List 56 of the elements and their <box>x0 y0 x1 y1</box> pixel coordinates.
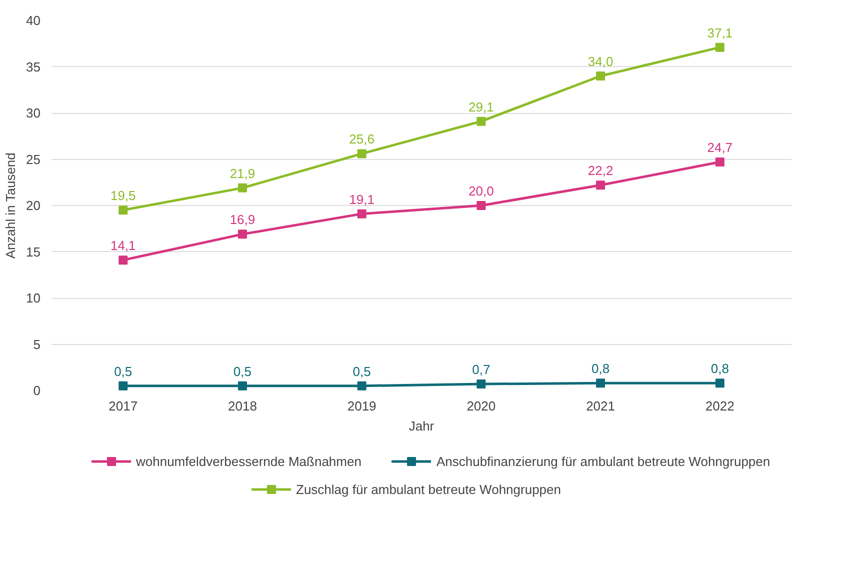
x-tick-label: 2022 <box>705 398 734 414</box>
data-label: 0,8 <box>591 361 610 376</box>
legend-label: wohnumfeldverbessernde Maßnahmen <box>136 454 362 468</box>
point <box>476 116 486 126</box>
data-label: 29,1 <box>468 99 494 114</box>
y-tick-label: 20 <box>26 198 41 213</box>
data-label: 16,9 <box>230 212 256 228</box>
point <box>596 378 606 388</box>
y-tick-label: 0 <box>33 383 41 398</box>
point <box>715 42 724 52</box>
y-tick-label: 5 <box>33 336 41 352</box>
point <box>357 209 366 218</box>
data-label: 14,1 <box>110 238 136 254</box>
y-tick-label: 40 <box>26 13 41 28</box>
data-label: 0,5 <box>352 364 371 379</box>
point <box>715 378 724 388</box>
x-tick-label: 2021 <box>586 398 615 414</box>
y-tick-label: 35 <box>26 59 41 74</box>
x-tick-label: 2017 <box>108 398 138 414</box>
data-label: 37,1 <box>707 25 733 40</box>
point <box>357 149 366 158</box>
point <box>476 380 486 389</box>
y-tick-label: 25 <box>26 152 41 167</box>
point <box>476 201 486 210</box>
point <box>238 230 247 239</box>
point <box>238 381 247 390</box>
y-tick-label: 15 <box>26 244 41 260</box>
y-axis-title: Anzahl in Tausend <box>3 152 18 259</box>
point <box>715 158 724 167</box>
point <box>357 381 366 390</box>
y-tick-label: 10 <box>26 290 41 306</box>
point <box>596 72 606 80</box>
point <box>118 256 128 265</box>
data-label: 34,0 <box>588 54 614 69</box>
point <box>596 180 606 190</box>
data-label: 19,5 <box>110 188 136 204</box>
x-axis-title: Jahr <box>408 418 435 434</box>
data-label: 0,5 <box>114 364 132 379</box>
data-label: 25,6 <box>349 132 374 147</box>
data-label: 0,8 <box>710 361 729 376</box>
data-label: 0,7 <box>472 362 490 378</box>
data-label: 22,2 <box>588 163 614 178</box>
data-label: 20,0 <box>468 184 494 198</box>
data-label: 0,5 <box>233 364 252 379</box>
x-tick-label: 2019 <box>347 398 376 414</box>
data-label: 24,7 <box>707 140 733 156</box>
x-tick-label: 2018 <box>228 398 257 414</box>
x-tick-label: 2020 <box>466 398 496 414</box>
point <box>238 183 247 192</box>
y-tick-label: 30 <box>26 106 41 120</box>
legend-label: Zuschlag für ambulant betreute Wohngruppen <box>296 482 561 496</box>
data-label: 21,9 <box>230 166 256 181</box>
legend-label: Anschubfinanzierung für ambulant betreute Wohngruppen <box>436 454 770 468</box>
point <box>118 381 128 390</box>
data-label: 19,1 <box>349 192 374 207</box>
point <box>118 206 128 215</box>
